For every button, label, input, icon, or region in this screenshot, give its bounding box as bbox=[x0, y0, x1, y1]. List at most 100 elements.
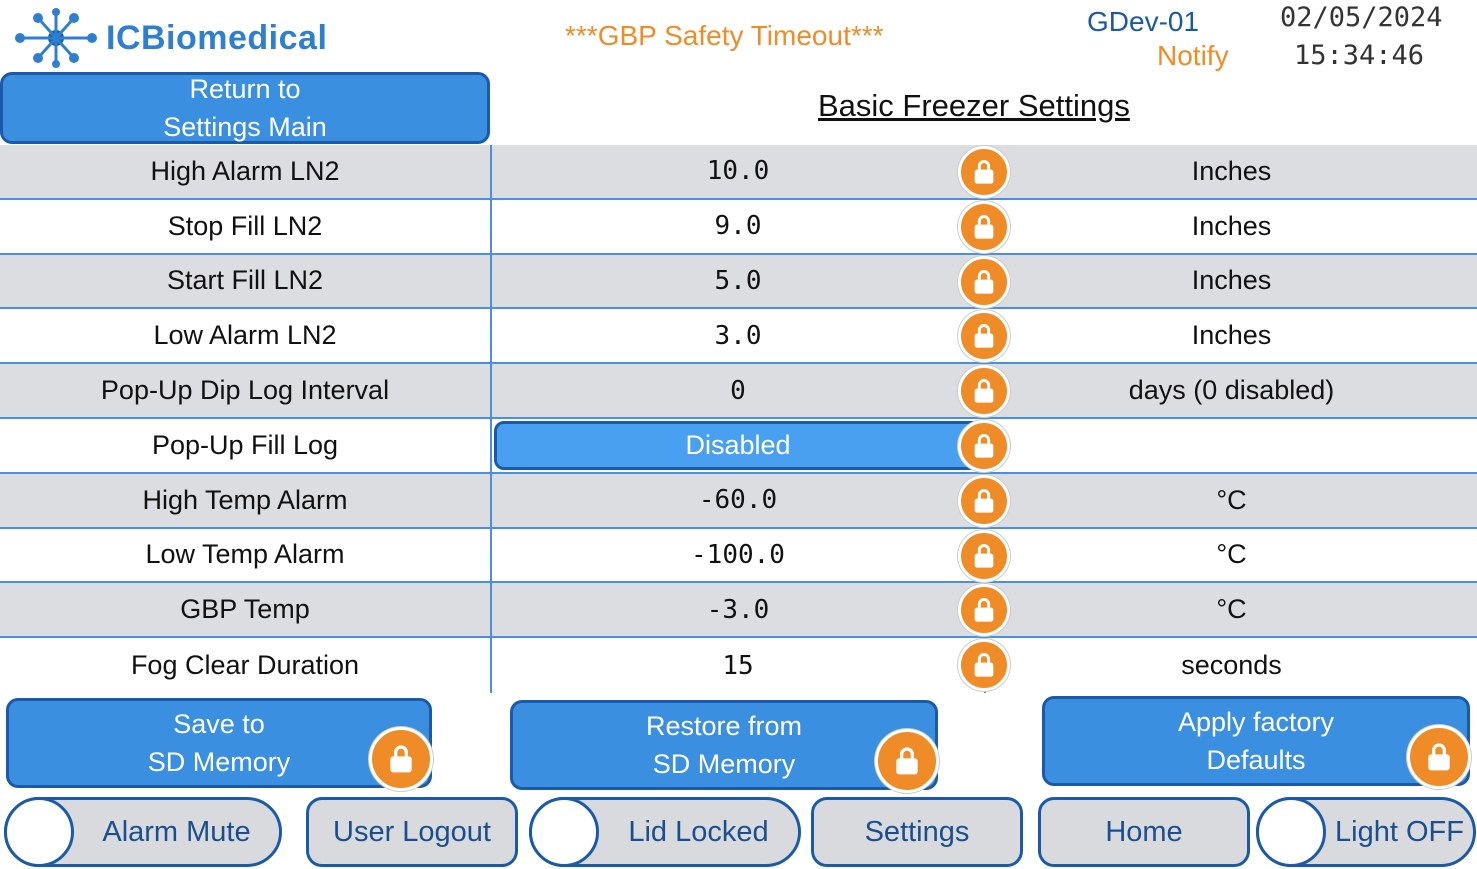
setting-unit: °C bbox=[1216, 484, 1247, 515]
home-button[interactable]: Home bbox=[1038, 797, 1250, 867]
lock-icon[interactable] bbox=[958, 310, 1010, 363]
setting-value: 3.0 bbox=[714, 320, 762, 351]
lock-icon[interactable] bbox=[958, 365, 1010, 418]
setting-value: 0 bbox=[730, 375, 746, 406]
factory-label-line2: Defaults bbox=[1206, 745, 1306, 775]
user-logout-button[interactable]: User Logout bbox=[306, 797, 518, 867]
return-label-line1: Return to bbox=[189, 74, 301, 104]
setting-value: 15 bbox=[722, 650, 754, 681]
restore-label-line1: Restore from bbox=[645, 711, 803, 741]
setting-row-low-alarm-ln2: Low Alarm LN2 3.0 Inches bbox=[0, 309, 1477, 365]
setting-row-start-fill-ln2: Start Fill LN2 5.0 Inches bbox=[0, 254, 1477, 310]
lock-icon[interactable] bbox=[958, 529, 1010, 582]
setting-label: Fog Clear Duration bbox=[0, 638, 492, 693]
light-toggle[interactable]: Light OFF bbox=[1256, 797, 1476, 867]
lock-icon[interactable] bbox=[958, 639, 1010, 692]
home-label: Home bbox=[1105, 815, 1183, 848]
status-notify: Notify bbox=[1157, 40, 1229, 71]
toggle-knob bbox=[4, 797, 74, 867]
lock-icon[interactable] bbox=[958, 200, 1010, 253]
lock-icon[interactable] bbox=[958, 584, 1010, 637]
fill-log-cell: Disabled bbox=[492, 418, 1010, 472]
return-label-line2: Settings Main bbox=[163, 112, 327, 142]
return-to-settings-main-button[interactable]: Return to Settings Main bbox=[0, 72, 490, 144]
setting-label: High Alarm LN2 bbox=[0, 145, 492, 198]
setting-value: 10.0 bbox=[706, 156, 770, 187]
lock-icon[interactable] bbox=[958, 419, 1010, 472]
setting-unit: Inches bbox=[1191, 210, 1272, 241]
setting-value-field[interactable]: 10.0 bbox=[492, 145, 1010, 198]
alarm-mute-label: Alarm Mute bbox=[102, 815, 251, 848]
setting-row-high-alarm-ln2: High Alarm LN2 10.0 Inches bbox=[0, 145, 1477, 200]
setting-row-stop-fill-ln2: Stop Fill LN2 9.0 Inches bbox=[0, 199, 1477, 255]
light-label: Light OFF bbox=[1335, 815, 1464, 848]
setting-value: -3.0 bbox=[706, 594, 770, 625]
setting-label: Start Fill LN2 bbox=[0, 254, 492, 308]
setting-unit: °C bbox=[1216, 594, 1247, 625]
setting-value: 5.0 bbox=[714, 265, 762, 296]
setting-unit bbox=[986, 419, 1477, 472]
setting-row-low-temp-alarm: Low Temp Alarm -100.0 °C bbox=[0, 528, 1477, 584]
setting-value-field[interactable]: 9.0 bbox=[492, 199, 1010, 253]
setting-value: -100.0 bbox=[691, 539, 785, 570]
user-logout-label: User Logout bbox=[333, 815, 491, 848]
lock-icon[interactable] bbox=[369, 727, 433, 791]
lid-locked-toggle[interactable]: Lid Locked bbox=[529, 797, 801, 867]
setting-label: Stop Fill LN2 bbox=[0, 199, 492, 253]
setting-label: High Temp Alarm bbox=[0, 473, 492, 527]
lock-icon[interactable] bbox=[958, 255, 1010, 308]
settings-table: High Alarm LN2 10.0 Inches Stop Fill LN2… bbox=[0, 145, 1477, 693]
setting-value: -60.0 bbox=[698, 485, 778, 516]
setting-row-high-temp-alarm: High Temp Alarm -60.0 °C bbox=[0, 473, 1477, 529]
molecule-logo-icon bbox=[15, 8, 97, 68]
setting-value-field[interactable]: 5.0 bbox=[492, 254, 1010, 308]
save-label-line1: Save to bbox=[173, 709, 265, 739]
time-display: 15:34:46 bbox=[1294, 40, 1425, 71]
setting-unit: Inches bbox=[1191, 265, 1272, 296]
setting-value-field[interactable]: -3.0 bbox=[492, 583, 1010, 637]
toggle-knob bbox=[529, 797, 599, 867]
date-display: 02/05/2024 bbox=[1280, 2, 1443, 33]
setting-unit: seconds bbox=[1181, 650, 1282, 681]
setting-unit: Inches bbox=[1191, 155, 1272, 186]
save-to-sd-button[interactable]: Save to SD Memory bbox=[6, 698, 433, 791]
setting-row-fog-clear-duration: Fog Clear Duration 15 seconds bbox=[0, 638, 1477, 693]
lock-icon[interactable] bbox=[958, 146, 1010, 198]
setting-value-field[interactable]: 0 bbox=[492, 364, 1010, 418]
alarm-mute-toggle[interactable]: Alarm Mute bbox=[4, 797, 282, 867]
fill-log-toggle-button[interactable]: Disabled bbox=[494, 420, 982, 470]
save-label-line2: SD Memory bbox=[147, 747, 291, 777]
brand-logo: ICBiomedical bbox=[10, 8, 390, 68]
setting-value: 9.0 bbox=[714, 211, 762, 242]
setting-row-gbp-temp: GBP Temp -3.0 °C bbox=[0, 583, 1477, 639]
setting-unit: °C bbox=[1216, 539, 1247, 570]
lid-locked-label: Lid Locked bbox=[628, 815, 769, 848]
setting-unit: days (0 disabled) bbox=[1128, 375, 1335, 406]
setting-value-field[interactable]: -60.0 bbox=[492, 473, 1010, 527]
safety-timeout-alert: ***GBP Safety Timeout*** bbox=[565, 20, 884, 51]
setting-label: Pop-Up Dip Log Interval bbox=[0, 364, 492, 417]
brand-name: ICBiomedical bbox=[106, 18, 328, 57]
settings-button[interactable]: Settings bbox=[811, 797, 1023, 867]
setting-unit: Inches bbox=[1191, 320, 1272, 351]
page-title: Basic Freezer Settings bbox=[818, 88, 1130, 123]
apply-factory-defaults-button[interactable]: Apply factory Defaults bbox=[1042, 696, 1471, 789]
setting-row-fill-log: Pop-Up Fill Log Disabled bbox=[0, 418, 1477, 474]
settings-label: Settings bbox=[864, 815, 970, 848]
factory-label-line1: Apply factory bbox=[1177, 707, 1335, 737]
setting-value-field[interactable]: 15 bbox=[492, 638, 1010, 693]
restore-label-line2: SD Memory bbox=[652, 749, 796, 779]
setting-label: Pop-Up Fill Log bbox=[0, 418, 492, 472]
setting-value-field[interactable]: -100.0 bbox=[492, 528, 1010, 582]
device-name: GDev-01 bbox=[1087, 6, 1200, 37]
toggle-knob bbox=[1256, 797, 1326, 867]
setting-row-dip-log-interval: Pop-Up Dip Log Interval 0 days (0 disabl… bbox=[0, 364, 1477, 419]
setting-label: GBP Temp bbox=[0, 583, 492, 637]
setting-label: Low Alarm LN2 bbox=[0, 309, 492, 363]
setting-label: Low Temp Alarm bbox=[0, 528, 492, 582]
lock-icon[interactable] bbox=[1407, 725, 1471, 789]
lock-icon[interactable] bbox=[875, 729, 939, 793]
setting-value-field[interactable]: 3.0 bbox=[492, 309, 1010, 363]
restore-from-sd-button[interactable]: Restore from SD Memory bbox=[510, 700, 939, 793]
lock-icon[interactable] bbox=[958, 474, 1010, 527]
